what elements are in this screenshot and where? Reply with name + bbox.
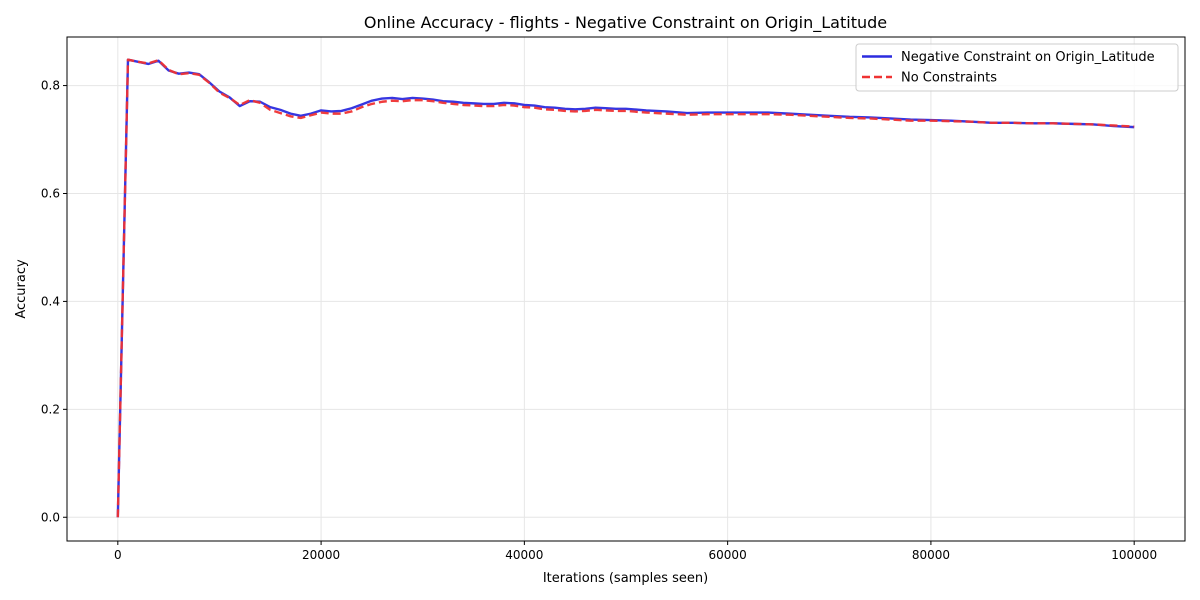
x-axis-label: Iterations (samples seen) xyxy=(543,571,708,586)
series-line-1 xyxy=(116,58,1135,518)
y-tick-label: 0.6 xyxy=(41,186,60,200)
y-tick-label: 0.8 xyxy=(41,79,60,93)
y-tick-label: 0.2 xyxy=(41,402,60,416)
legend: Negative Constraint on Origin_Latitude N… xyxy=(855,43,1179,92)
x-tick-label: 80000 xyxy=(912,548,950,562)
legend-label-series-1: No Constraints xyxy=(901,71,997,86)
y-tick-label: 0.0 xyxy=(41,510,60,524)
x-tick-label: 20000 xyxy=(302,548,340,562)
y-axis-label: Accuracy xyxy=(14,259,29,319)
series-lines xyxy=(116,58,1135,518)
x-tick-label: 60000 xyxy=(709,548,747,562)
x-tick-label: 0 xyxy=(114,548,122,562)
legend-label-series-0: Negative Constraint on Origin_Latitude xyxy=(901,50,1155,65)
plot-frame xyxy=(66,36,1186,542)
y-tick-label: 0.4 xyxy=(41,294,60,308)
x-tick-label: 100000 xyxy=(1111,548,1157,562)
chart-title: Online Accuracy - flights - Negative Con… xyxy=(364,13,887,33)
y-axis-ticks: 0.0 0.2 0.4 0.6 0.8 xyxy=(41,79,67,524)
x-tick-label: 40000 xyxy=(505,548,543,562)
x-axis-ticks: 0 20000 40000 60000 80000 100000 xyxy=(114,541,1157,562)
legend-box xyxy=(855,43,1179,92)
